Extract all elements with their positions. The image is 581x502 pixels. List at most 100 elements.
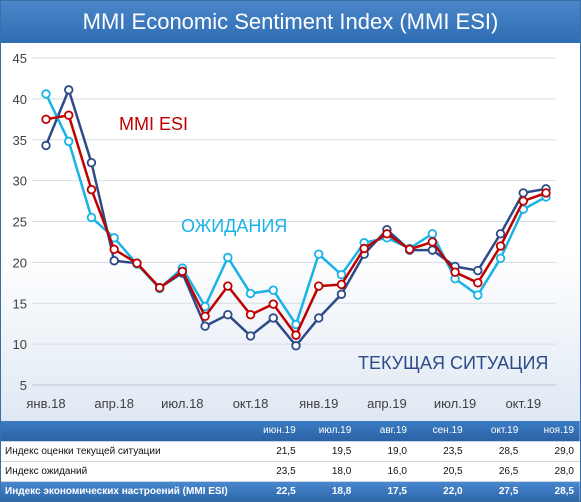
data-point: [86, 157, 97, 168]
data-point: [473, 290, 483, 300]
data-point: [314, 313, 324, 323]
data-point: [41, 140, 51, 151]
table-row-current: Индекс оценки текущей ситуации 21,5 19,5…: [1, 441, 580, 462]
data-point: [200, 311, 210, 322]
data-point: [359, 243, 369, 254]
table-cell: 21,5: [246, 441, 302, 462]
data-point: [132, 258, 142, 268]
data-point: [86, 212, 97, 223]
data-point: [404, 244, 415, 254]
series-annotation-label: ТЕКУЩАЯ СИТУАЦИЯ: [358, 353, 548, 373]
y-tick-label: 15: [13, 296, 27, 311]
table-cell: 22,5: [276, 485, 296, 497]
table-cell: 18,8: [331, 485, 352, 497]
table-cell: 28,0: [524, 461, 580, 482]
table-cell: 16,0: [357, 461, 413, 482]
data-point: [518, 196, 528, 206]
x-tick-label: апр.18: [94, 396, 134, 411]
data-point: [495, 253, 506, 263]
x-tick-label: окт.19: [505, 396, 541, 411]
table-row-label: Индекс ожиданий: [1, 461, 246, 482]
table-cell: 20,5: [412, 461, 469, 482]
table-cell: 17,5: [387, 485, 407, 497]
table-cell: 22,0: [443, 485, 463, 497]
data-point: [268, 299, 278, 309]
data-point: [64, 110, 74, 120]
data-point: [518, 188, 528, 198]
data-point: [177, 266, 188, 277]
data-point: [314, 249, 324, 259]
table-cell: 23,5: [246, 461, 302, 482]
table-col-header: окт.19: [468, 421, 525, 442]
table-col-header: ноя.19: [524, 421, 580, 442]
table-col-header: июн.19: [246, 421, 302, 442]
table-header-row: июн.19 июл.19 авг.19 сен.19 окт.19 ноя.1…: [1, 421, 580, 442]
table-cell: 19,0: [357, 441, 413, 462]
x-tick-label: янв.19: [299, 396, 338, 411]
data-point: [64, 136, 74, 147]
data-point: [86, 184, 97, 195]
y-tick-label: 45: [13, 51, 27, 66]
data-point: [64, 85, 74, 95]
data-point: [223, 252, 233, 263]
data-point: [41, 114, 51, 125]
x-tick-label: окт.18: [233, 396, 269, 411]
data-point: [154, 283, 165, 293]
data-table: июн.19 июл.19 авг.19 сен.19 окт.19 ноя.1…: [1, 421, 580, 501]
table-cell: 28,5: [468, 441, 525, 462]
table-row-label: Индекс оценки текущей ситуации: [1, 441, 246, 462]
y-tick-label: 10: [13, 337, 27, 352]
table-cell: 26,5: [468, 461, 525, 482]
table-row-esi: Индекс экономических настроений (MMI ESI…: [1, 481, 580, 501]
y-tick-label: 30: [13, 174, 27, 189]
table-cell: 28,5: [554, 485, 574, 497]
table-cell: 19,5: [301, 441, 358, 462]
data-point: [245, 288, 256, 299]
series-annotation-label: MMI ESI: [119, 114, 188, 134]
series-line: [45, 113, 547, 337]
data-point: [268, 285, 278, 295]
table-header-empty: [1, 421, 246, 442]
data-point: [245, 331, 256, 341]
data-point: [473, 278, 483, 288]
table-col-header: июл.19: [301, 421, 358, 442]
table-cell: 29,0: [524, 441, 580, 462]
data-point: [223, 281, 233, 291]
table-row-expectations: Индекс ожиданий 23,5 18,0 16,0 20,5 26,5…: [1, 461, 580, 482]
chart-title: MMI Economic Sentiment Index (MMI ESI): [1, 1, 580, 43]
data-point: [473, 265, 483, 276]
data-point: [495, 229, 506, 239]
table-col-header: сен.19: [412, 421, 469, 442]
data-point: [109, 256, 119, 266]
data-point: [314, 281, 324, 291]
y-tick-label: 5: [20, 378, 27, 393]
x-tick-label: янв.18: [26, 396, 65, 411]
x-tick-label: июл.19: [434, 396, 476, 411]
x-tick-label: июл.18: [161, 396, 203, 411]
data-point: [382, 229, 392, 239]
data-point: [223, 309, 233, 320]
table-cell: 23,5: [412, 441, 469, 462]
data-point: [336, 289, 347, 299]
line-chart: 5 10 15 20 25 30 35 40 45 янв.18 апр.18 июл.18 окт.1…: [13, 51, 556, 411]
data-point: [291, 341, 301, 351]
table-cell: 18,0: [301, 461, 358, 482]
data-point: [268, 313, 278, 323]
y-tick-label: 20: [13, 255, 27, 270]
table-row-label: Индекс экономических настроений (MMI ESI…: [5, 485, 228, 497]
data-point: [450, 267, 460, 277]
data-point: [41, 89, 51, 99]
data-point: [427, 229, 438, 239]
data-point: [200, 321, 210, 331]
table-col-header: авг.19: [357, 421, 413, 442]
table-cell: 27,5: [498, 485, 519, 497]
data-point: [245, 309, 256, 320]
data-point: [291, 330, 301, 340]
data-point: [336, 279, 347, 290]
data-point: [541, 188, 551, 198]
data-point: [495, 241, 506, 251]
series-annotation-label: ОЖИДАНИЯ: [181, 216, 287, 236]
y-tick-label: 25: [13, 215, 27, 230]
plot-area: 5 10 15 20 25 30 35 40 45 янв.18 апр.18 июл.18 окт.1…: [1, 43, 580, 421]
data-point: [336, 269, 347, 280]
